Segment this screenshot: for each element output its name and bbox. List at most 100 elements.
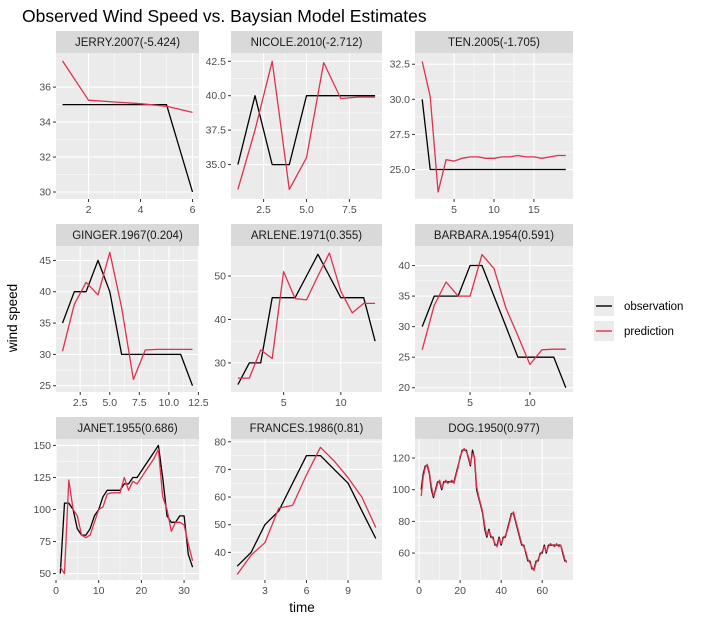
series-line-prediction bbox=[61, 60, 193, 114]
x-tick-label: 60 bbox=[536, 585, 548, 597]
y-tick-label: 60 bbox=[214, 492, 226, 504]
y-tick-label: 35 bbox=[39, 318, 51, 330]
x-tick-label: 7.5 bbox=[132, 397, 147, 409]
series-line-observation bbox=[236, 454, 377, 567]
y-tick-label: 50 bbox=[214, 519, 226, 531]
facet-strip bbox=[415, 417, 573, 439]
facet-strip-label: NICOLE.2010(-2.712) bbox=[251, 37, 363, 49]
x-tick-label: 10 bbox=[488, 204, 500, 216]
y-tick-label: 60 bbox=[398, 548, 410, 560]
x-tick-label: 40 bbox=[495, 585, 507, 597]
y-tick-label: 125 bbox=[33, 472, 51, 484]
facet-strip bbox=[231, 31, 382, 53]
series-line-prediction bbox=[237, 252, 376, 379]
y-tick-label: 30 bbox=[39, 187, 51, 199]
series-line-prediction bbox=[237, 60, 376, 191]
y-tick-label: 70 bbox=[214, 464, 226, 476]
x-tick-label: 9 bbox=[345, 585, 351, 597]
x-tick-label: 30 bbox=[178, 585, 190, 597]
y-tick-label: 30 bbox=[214, 357, 226, 369]
y-tick-label: 80 bbox=[214, 436, 226, 448]
y-tick-label: 30.0 bbox=[390, 94, 411, 106]
x-tick-label: 10 bbox=[524, 397, 536, 409]
facet-panel: ARLENE.1971(0.355) 5 10 30 40 50 bbox=[214, 224, 382, 409]
x-tick-label: 0 bbox=[53, 585, 59, 597]
x-tick-label: 5 bbox=[281, 397, 287, 409]
y-tick-label: 35 bbox=[398, 291, 410, 303]
y-tick-label: 37.5 bbox=[206, 125, 227, 137]
y-tick-label: 40 bbox=[398, 260, 410, 272]
facet-strip-label: DOG.1950(0.977) bbox=[448, 423, 540, 435]
y-tick-label: 100 bbox=[33, 504, 51, 516]
legend-label-prediction: prediction bbox=[624, 326, 674, 338]
panel-background bbox=[415, 439, 573, 580]
y-tick-label: 34 bbox=[39, 117, 51, 129]
x-tick-label: 10 bbox=[93, 585, 105, 597]
series-line-observation bbox=[61, 259, 194, 386]
facet-strip bbox=[415, 31, 573, 53]
series-line-prediction bbox=[59, 448, 194, 575]
facet-panel: GINGER.1967(0.204) 2.5 5.0 7.5 10.0 12.5 25 30 3… bbox=[39, 224, 209, 409]
x-axis-title: time bbox=[289, 600, 315, 615]
y-tick-label: 25.0 bbox=[390, 164, 411, 176]
y-tick-label: 30 bbox=[39, 349, 51, 361]
y-tick-label: 80 bbox=[398, 516, 410, 528]
y-tick-label: 150 bbox=[33, 440, 51, 452]
facet-panel: NICOLE.2010(-2.712) 2.5 5.0 7.5 35.0 37.5 40.0… bbox=[206, 31, 382, 216]
x-tick-label: 5.0 bbox=[102, 397, 117, 409]
facet-strip bbox=[56, 417, 199, 439]
y-tick-label: 50 bbox=[214, 270, 226, 282]
y-tick-label: 45 bbox=[39, 255, 51, 267]
series-line-observation bbox=[421, 99, 566, 171]
y-tick-label: 50 bbox=[39, 568, 51, 580]
x-tick-label: 4 bbox=[138, 204, 144, 216]
x-tick-label: 3 bbox=[262, 585, 268, 597]
series-line-observation bbox=[237, 253, 376, 385]
y-tick-label: 27.5 bbox=[390, 129, 411, 141]
x-tick-label: 0 bbox=[416, 585, 422, 597]
x-tick-label: 2 bbox=[86, 204, 92, 216]
facet-strip-label: GINGER.1967(0.204) bbox=[72, 230, 183, 242]
facet-panel: JERRY.2007(-5.424) 2 4 6 30 32 34 36 bbox=[39, 31, 199, 216]
series-line-observation bbox=[237, 95, 376, 166]
x-tick-label: 20 bbox=[454, 585, 466, 597]
facet-panels: JERRY.2007(-5.424)2 4 630323436NICOLE.2010… bbox=[33, 31, 573, 597]
y-tick-label: 36 bbox=[39, 82, 51, 94]
series-line-prediction bbox=[61, 251, 193, 381]
facet-strip-label: JERRY.2007(-5.424) bbox=[75, 37, 180, 49]
y-tick-label: 40 bbox=[214, 547, 226, 559]
series-line-prediction bbox=[420, 447, 568, 572]
y-tick-label: 40 bbox=[39, 286, 51, 298]
facet-strip bbox=[231, 224, 382, 246]
facet-strip-label: BARBARA.1954(0.591) bbox=[434, 230, 554, 242]
legend: observation prediction bbox=[594, 296, 683, 341]
y-tick-label: 25 bbox=[39, 380, 51, 392]
y-tick-label: 75 bbox=[39, 536, 51, 548]
facet-strip-label: FRANCES.1986(0.81) bbox=[250, 423, 364, 435]
x-tick-label: 6 bbox=[190, 204, 196, 216]
x-tick-label: 20 bbox=[136, 585, 148, 597]
y-tick-label: 20 bbox=[398, 382, 410, 394]
x-tick-label: 12.5 bbox=[188, 397, 209, 409]
series-line-observation bbox=[62, 103, 194, 193]
facet-strip-label: JANET.1955(0.686) bbox=[77, 423, 178, 435]
x-tick-label: 5 bbox=[451, 204, 457, 216]
y-tick-label: 100 bbox=[392, 484, 410, 496]
x-tick-label: 2.5 bbox=[256, 204, 271, 216]
facet-strip bbox=[56, 31, 199, 53]
series-line-prediction bbox=[236, 446, 377, 575]
chart-title: Observed Wind Speed vs. Baysian Model Es… bbox=[22, 6, 427, 26]
x-tick-label: 10.0 bbox=[159, 397, 180, 409]
x-tick-label: 7.5 bbox=[342, 204, 357, 216]
x-tick-label: 2.5 bbox=[73, 397, 88, 409]
facet-strip bbox=[415, 224, 573, 246]
series-line-observation bbox=[421, 264, 567, 388]
series-line-prediction bbox=[421, 253, 566, 366]
y-tick-label: 40.0 bbox=[206, 90, 227, 102]
facet-panel: BARBARA.1954(0.591) 5 10 20 25 30 35 40 bbox=[398, 224, 573, 409]
x-tick-label: 5.0 bbox=[299, 204, 314, 216]
facet-panel: JANET.1955(0.686) 0 10 20 30 50 75 100 125 150 bbox=[33, 417, 199, 597]
series-line-prediction bbox=[421, 61, 566, 193]
facet-strip-label: TEN.2005(-1.705) bbox=[448, 37, 540, 49]
